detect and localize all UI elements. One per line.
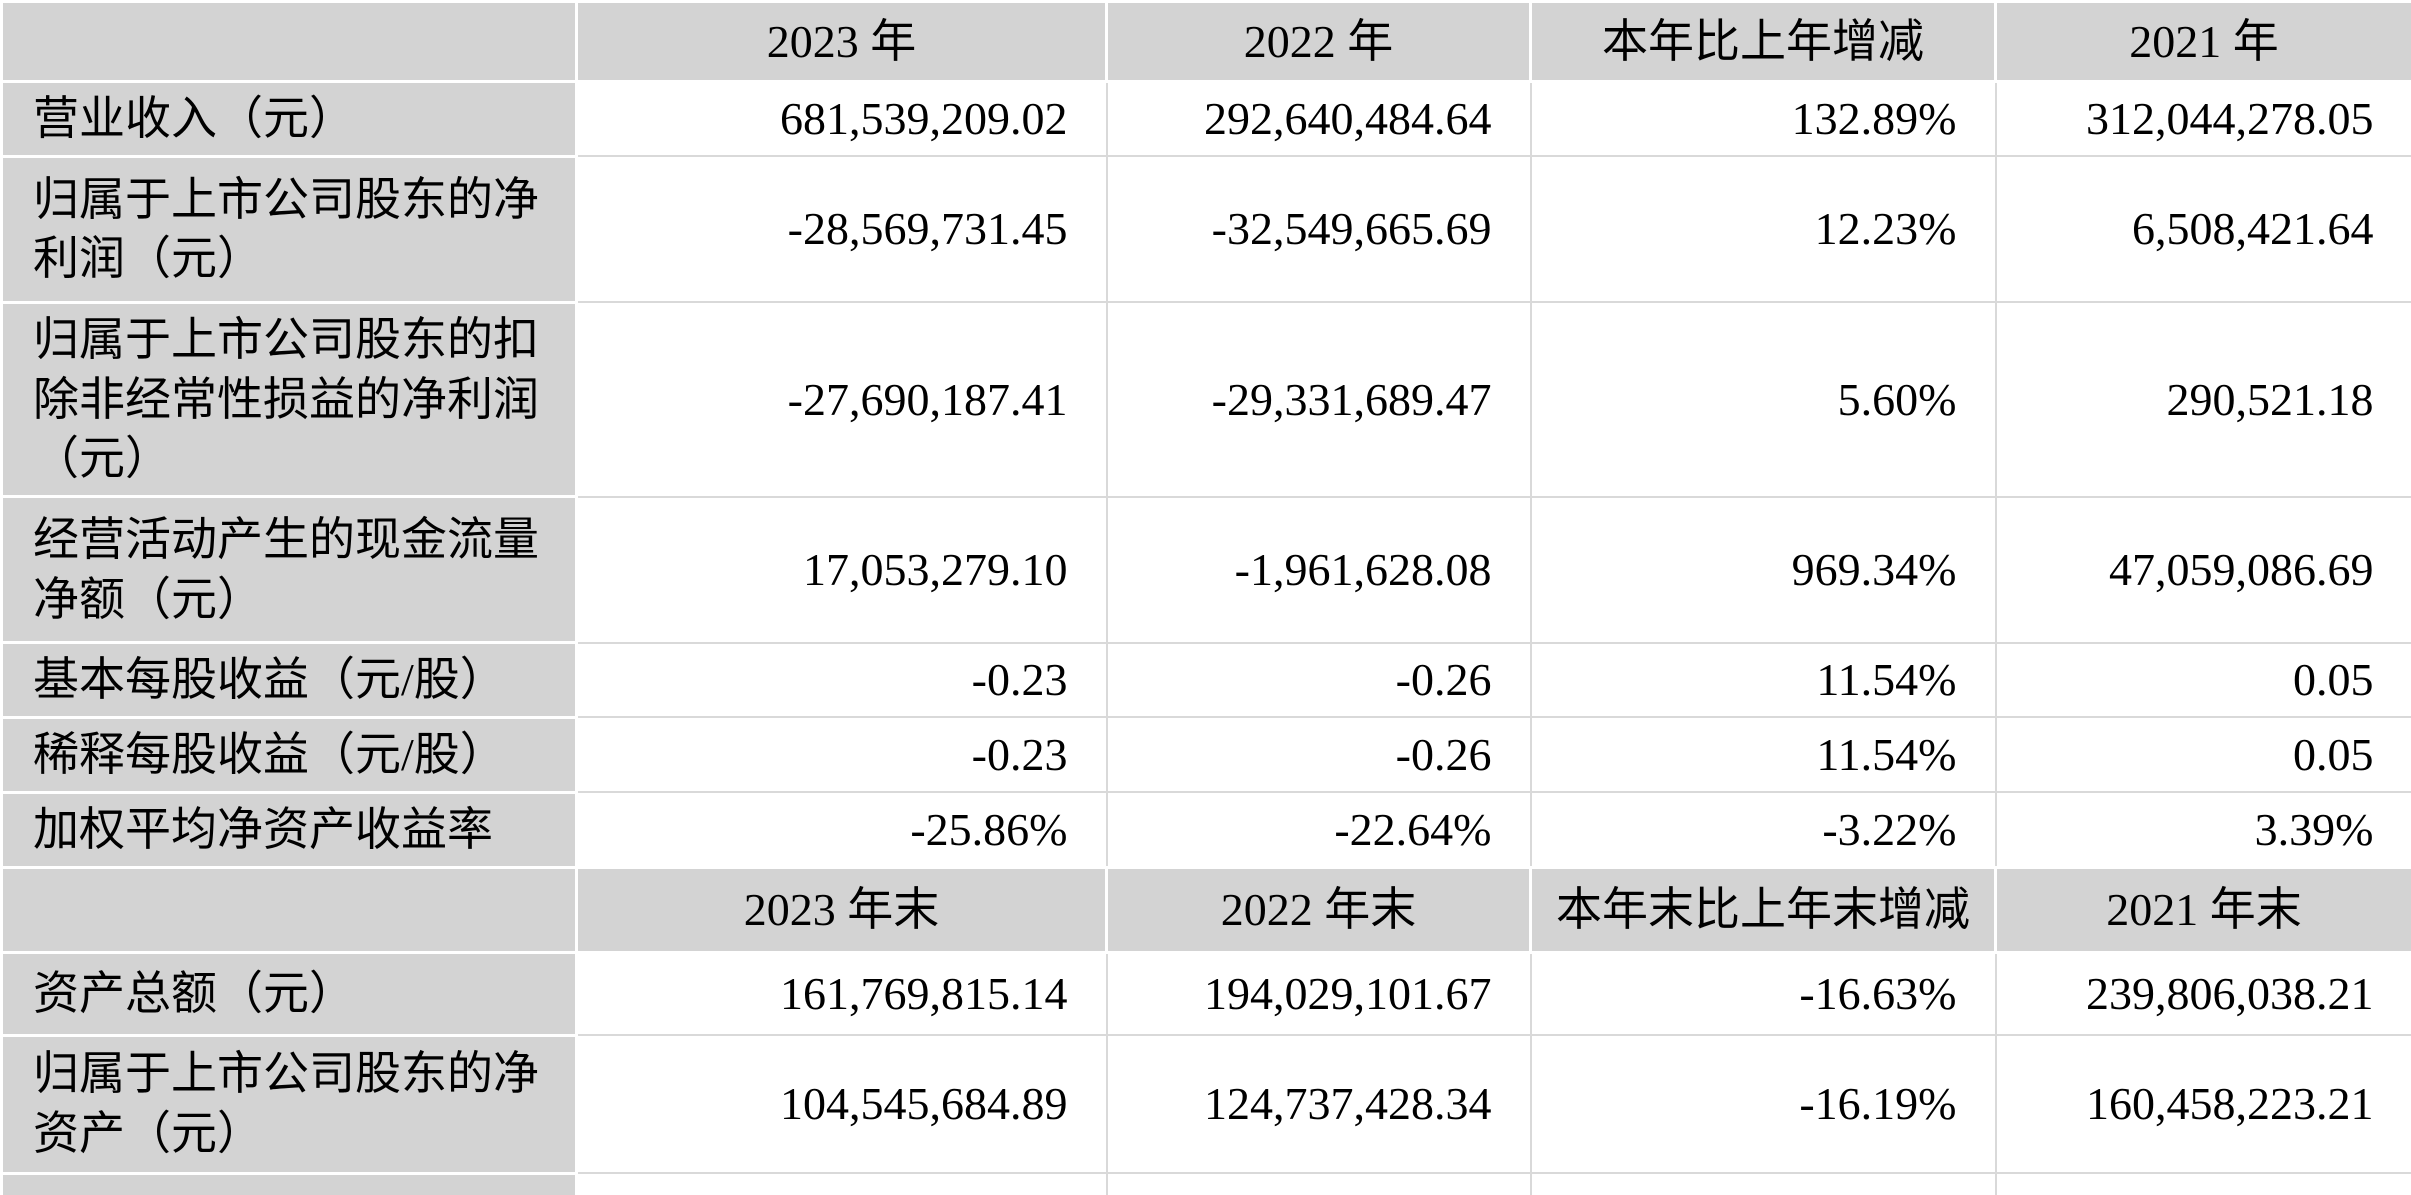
table-row-net-profit: 归属于上市公司股东的净利润（元） -28,569,731.45 -32,549,… xyxy=(0,154,2411,304)
cell-value: 239,806,038.21 xyxy=(1994,951,2411,1037)
cell-value: 969.34% xyxy=(1529,495,1997,644)
cell-value: 47,059,086.69 xyxy=(1994,495,2411,644)
table-row-total-assets: 资产总额（元） 161,769,815.14 194,029,101.67 -1… xyxy=(0,950,2411,1037)
cell-value: 12.23% xyxy=(1529,155,1997,304)
row-label: 加权平均净资产收益率 xyxy=(0,790,578,869)
cell-value: -27,690,187.41 xyxy=(575,301,1108,498)
cell-value: -0.23 xyxy=(575,716,1108,794)
cell-value: 292,640,484.64 xyxy=(1105,80,1532,158)
partial-row xyxy=(0,1171,2411,1195)
table-row-net-assets: 归属于上市公司股东的净资产（元） 104,545,684.89 124,737,… xyxy=(0,1033,2411,1175)
column-header-2021-end: 2021 年末 xyxy=(1994,865,2411,954)
column-header-2023: 2023 年 xyxy=(575,0,1108,83)
cell-value: 194,029,101.67 xyxy=(1105,951,1532,1037)
row-label: 基本每股收益（元/股） xyxy=(0,641,578,719)
cell-value: -3.22% xyxy=(1529,791,1997,869)
table-row-net-profit-excl-nonrecurring: 归属于上市公司股东的扣除非经常性损益的净利润（元） -27,690,187.41… xyxy=(0,300,2411,499)
cell-value: -22.64% xyxy=(1105,791,1532,869)
partial-row-cell xyxy=(1994,1172,2411,1195)
cell-value: -16.63% xyxy=(1529,951,1997,1037)
table-row-operating-cash-flow: 经营活动产生的现金流量净额（元） 17,053,279.10 -1,961,62… xyxy=(0,495,2411,645)
table-row-basic-eps: 基本每股收益（元/股） -0.23 -0.26 11.54% 0.05 xyxy=(0,641,2411,719)
row-label: 营业收入（元） xyxy=(0,80,578,158)
column-header-year-end-change: 本年末比上年末增减 xyxy=(1529,865,1997,954)
cell-value: 312,044,278.05 xyxy=(1994,80,2411,158)
cell-value: 0.05 xyxy=(1994,641,2411,719)
row-label: 归属于上市公司股东的净资产（元） xyxy=(0,1033,578,1175)
cell-value: 0.05 xyxy=(1994,716,2411,794)
row-label: 经营活动产生的现金流量净额（元） xyxy=(0,495,578,645)
cell-value: 290,521.18 xyxy=(1994,301,2411,498)
cell-value: -29,331,689.47 xyxy=(1105,301,1532,498)
table-header-row-year-end: 2023 年末 2022 年末 本年末比上年末增减 2021 年末 xyxy=(0,865,2411,954)
table-row-revenue: 营业收入（元） 681,539,209.02 292,640,484.64 13… xyxy=(0,80,2411,158)
cell-value: -0.26 xyxy=(1105,641,1532,719)
row-label: 归属于上市公司股东的扣除非经常性损益的净利润（元） xyxy=(0,300,578,499)
cell-value: -16.19% xyxy=(1529,1034,1997,1175)
partial-row-cell xyxy=(1529,1172,1997,1195)
cell-value: 11.54% xyxy=(1529,641,1997,719)
cell-value: -25.86% xyxy=(575,791,1108,869)
cell-value: -1,961,628.08 xyxy=(1105,495,1532,644)
cell-value: -32,549,665.69 xyxy=(1105,155,1532,304)
table-row-weighted-avg-roe: 加权平均净资产收益率 -25.86% -22.64% -3.22% 3.39% xyxy=(0,790,2411,869)
cell-value: 160,458,223.21 xyxy=(1994,1034,2411,1175)
cell-value: 161,769,815.14 xyxy=(575,951,1108,1037)
cell-value: -0.23 xyxy=(575,641,1108,719)
cell-value: 11.54% xyxy=(1529,716,1997,794)
column-header-2022: 2022 年 xyxy=(1105,0,1532,83)
row-label: 归属于上市公司股东的净利润（元） xyxy=(0,154,578,304)
table-header-row-annual: 2023 年 2022 年 本年比上年增减 2021 年 xyxy=(0,0,2411,83)
cell-value: -0.26 xyxy=(1105,716,1532,794)
cell-value: 104,545,684.89 xyxy=(575,1034,1108,1175)
cell-value: 5.60% xyxy=(1529,301,1997,498)
cell-value: 6,508,421.64 xyxy=(1994,155,2411,304)
cell-value: -28,569,731.45 xyxy=(575,155,1108,304)
partial-row-cell xyxy=(575,1172,1108,1195)
column-header-2023-end: 2023 年末 xyxy=(575,865,1108,954)
cell-value: 17,053,279.10 xyxy=(575,495,1108,644)
table-row-diluted-eps: 稀释每股收益（元/股） -0.23 -0.26 11.54% 0.05 xyxy=(0,715,2411,794)
row-label: 稀释每股收益（元/股） xyxy=(0,715,578,794)
corner-cell xyxy=(0,0,578,83)
cell-value: 3.39% xyxy=(1994,791,2411,869)
partial-row-cell xyxy=(1105,1172,1532,1195)
corner-cell xyxy=(0,865,578,954)
cell-value: 124,737,428.34 xyxy=(1105,1034,1532,1175)
column-header-2022-end: 2022 年末 xyxy=(1105,865,1532,954)
column-header-2021: 2021 年 xyxy=(1994,0,2411,83)
row-label: 资产总额（元） xyxy=(0,950,578,1037)
cell-value: 132.89% xyxy=(1529,80,1997,158)
column-header-yoy-change: 本年比上年增减 xyxy=(1529,0,1997,83)
partial-row-label-cell xyxy=(0,1171,578,1195)
cell-value: 681,539,209.02 xyxy=(575,80,1108,158)
